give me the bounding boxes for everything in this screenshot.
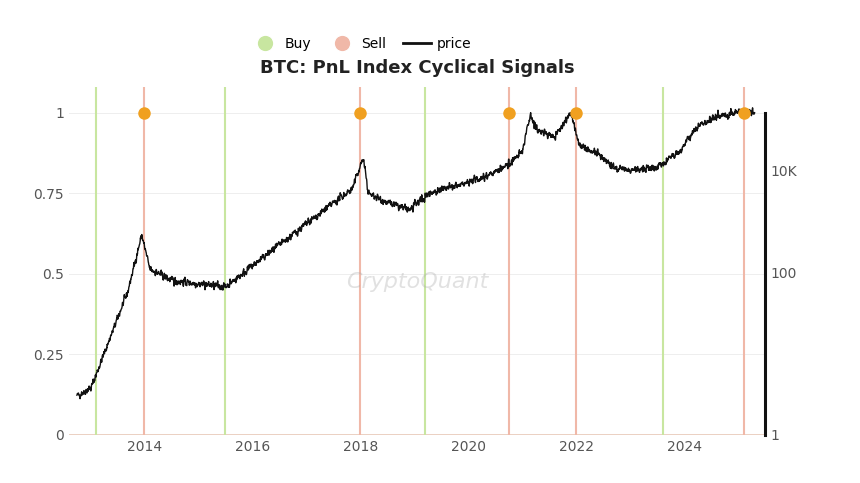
Text: CryptoQuant: CryptoQuant — [346, 271, 488, 292]
Legend: Buy, Sell, price: Buy, Sell, price — [246, 31, 476, 57]
Title: BTC: PnL Index Cyclical Signals: BTC: PnL Index Cyclical Signals — [260, 59, 574, 77]
